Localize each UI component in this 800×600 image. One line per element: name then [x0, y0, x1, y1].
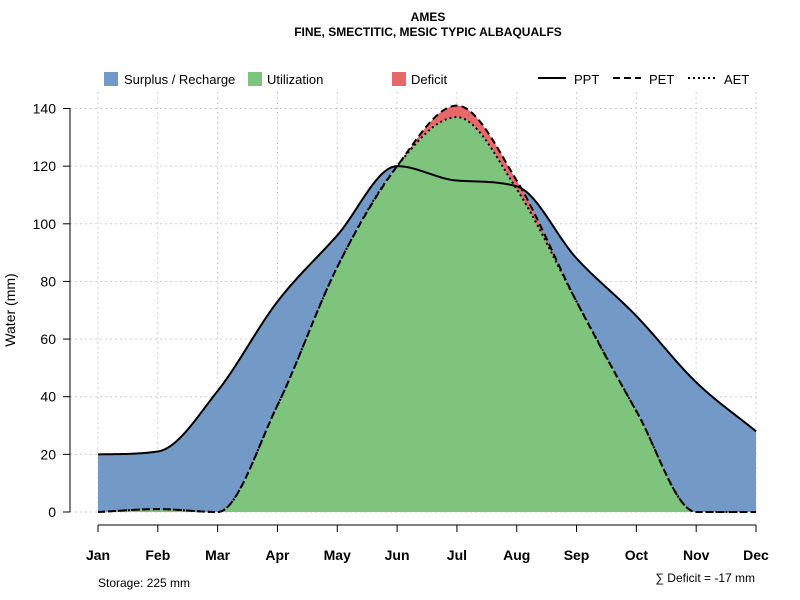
y-tick-layer: 0 20 40 60 80 100 120 140	[33, 101, 70, 520]
deficit-total-label: ∑ Deficit = -17 mm	[655, 571, 755, 585]
y-tick-label: 120	[33, 158, 57, 174]
x-tick-label: Sep	[564, 547, 590, 563]
x-tick-label: Dec	[743, 547, 769, 563]
x-tick-label: Mar	[205, 547, 230, 563]
y-tick-label: 20	[40, 446, 56, 462]
y-tick-label: 100	[33, 216, 57, 232]
legend-swatch-deficit	[392, 72, 406, 86]
y-tick-label: 60	[40, 331, 56, 347]
x-tick-label: Jul	[447, 547, 467, 563]
chart-title: AMES	[411, 10, 446, 24]
legend-swatch-utilization	[248, 72, 262, 86]
legend-label-surplus: Surplus / Recharge	[124, 72, 235, 87]
y-tick-label: 40	[40, 389, 56, 405]
line-layer	[97, 104, 757, 514]
x-tick-label: Feb	[145, 547, 170, 563]
x-tick-label: May	[324, 547, 351, 563]
legend-label-pet: PET	[649, 72, 674, 87]
storage-label: Storage: 225 mm	[98, 576, 190, 590]
ppt-line	[97, 165, 757, 456]
pet-line	[97, 104, 756, 514]
x-tick-label: Aug	[503, 547, 530, 563]
chart-subtitle: FINE, SMECTITIC, MESIC TYPIC ALBAQUALFS	[294, 25, 562, 39]
axis-layer	[69, 108, 756, 526]
x-tick-label: Jan	[86, 547, 110, 563]
legend-swatch-surplus	[104, 72, 118, 86]
x-tick-label: Jun	[385, 547, 410, 563]
x-tick-label: Nov	[683, 547, 710, 563]
legend-label-ppt: PPT	[574, 72, 599, 87]
legend-label-deficit: Deficit	[411, 72, 448, 87]
legend-label-aet: AET	[724, 72, 749, 87]
y-tick-label: 0	[48, 504, 56, 520]
x-tick-label: Oct	[625, 547, 649, 563]
legend-label-utilization: Utilization	[267, 72, 323, 87]
utilization-area	[98, 117, 756, 513]
area-layer	[98, 105, 756, 513]
y-tick-label: 140	[33, 101, 57, 117]
legend: Surplus / Recharge Utilization Deficit P…	[104, 72, 749, 87]
y-axis-label: Water (mm)	[2, 273, 18, 346]
x-tick-layer: Jan Feb Mar Apr May Jun Jul Aug Sep Oct Nov Dec	[86, 525, 769, 563]
x-tick-label: Apr	[265, 547, 290, 563]
y-tick-label: 80	[40, 273, 56, 289]
